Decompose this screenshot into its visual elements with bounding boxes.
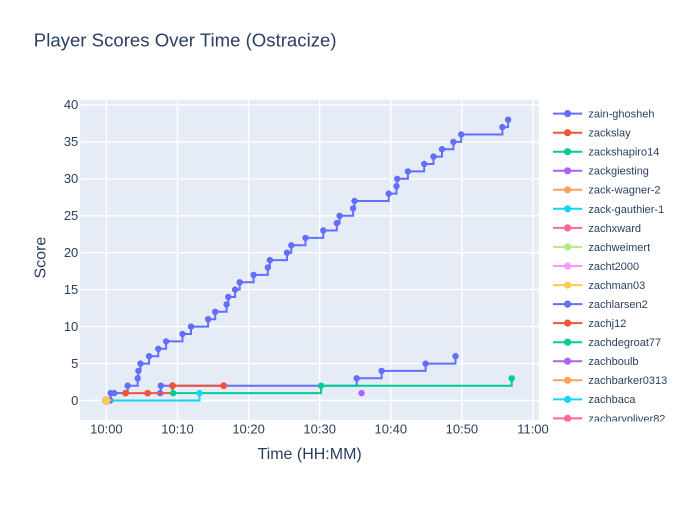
svg-text:10:40: 10:40 <box>375 422 408 437</box>
svg-text:10: 10 <box>64 319 78 334</box>
svg-text:10:10: 10:10 <box>161 422 194 437</box>
svg-text:zack-wagner-2: zack-wagner-2 <box>588 185 660 197</box>
svg-text:zachman03: zachman03 <box>588 280 645 292</box>
svg-text:10:20: 10:20 <box>232 422 265 437</box>
svg-text:Score: Score <box>33 237 50 279</box>
svg-text:zachdegroat77: zachdegroat77 <box>588 337 661 349</box>
svg-text:Player Scores Over Time (Ostra: Player Scores Over Time (Ostracize) <box>34 30 337 51</box>
svg-text:zackgiesting: zackgiesting <box>588 166 649 178</box>
svg-text:20: 20 <box>64 245 78 260</box>
svg-text:zackslay: zackslay <box>588 128 631 140</box>
svg-text:Time (HH:MM): Time (HH:MM) <box>257 446 361 463</box>
svg-text:zacharyoliver82: zacharyoliver82 <box>588 413 665 425</box>
svg-text:zachweimert: zachweimert <box>588 242 650 254</box>
svg-text:zachxward: zachxward <box>588 223 641 235</box>
svg-text:35: 35 <box>64 134 78 149</box>
svg-text:0: 0 <box>71 393 78 408</box>
svg-text:zachj12: zachj12 <box>588 318 626 330</box>
svg-text:zacht2000: zacht2000 <box>588 261 639 273</box>
svg-text:zachlarsen2: zachlarsen2 <box>588 299 647 311</box>
svg-text:10:30: 10:30 <box>303 422 336 437</box>
svg-text:zachbaca: zachbaca <box>588 394 636 406</box>
svg-text:25: 25 <box>64 208 78 223</box>
svg-text:30: 30 <box>64 171 78 186</box>
svg-text:11:00: 11:00 <box>517 422 549 437</box>
svg-text:zack-gauthier-1: zack-gauthier-1 <box>588 204 664 216</box>
svg-text:10:00: 10:00 <box>90 422 123 437</box>
svg-text:zain-ghosheh: zain-ghosheh <box>588 109 654 121</box>
svg-text:zachbarker0313: zachbarker0313 <box>588 375 667 387</box>
svg-text:5: 5 <box>71 356 78 371</box>
svg-text:10:50: 10:50 <box>446 422 479 437</box>
svg-text:15: 15 <box>64 282 78 297</box>
svg-text:zachboulb: zachboulb <box>588 356 638 368</box>
svg-text:40: 40 <box>64 97 78 112</box>
svg-text:zackshapiro14: zackshapiro14 <box>588 147 659 159</box>
